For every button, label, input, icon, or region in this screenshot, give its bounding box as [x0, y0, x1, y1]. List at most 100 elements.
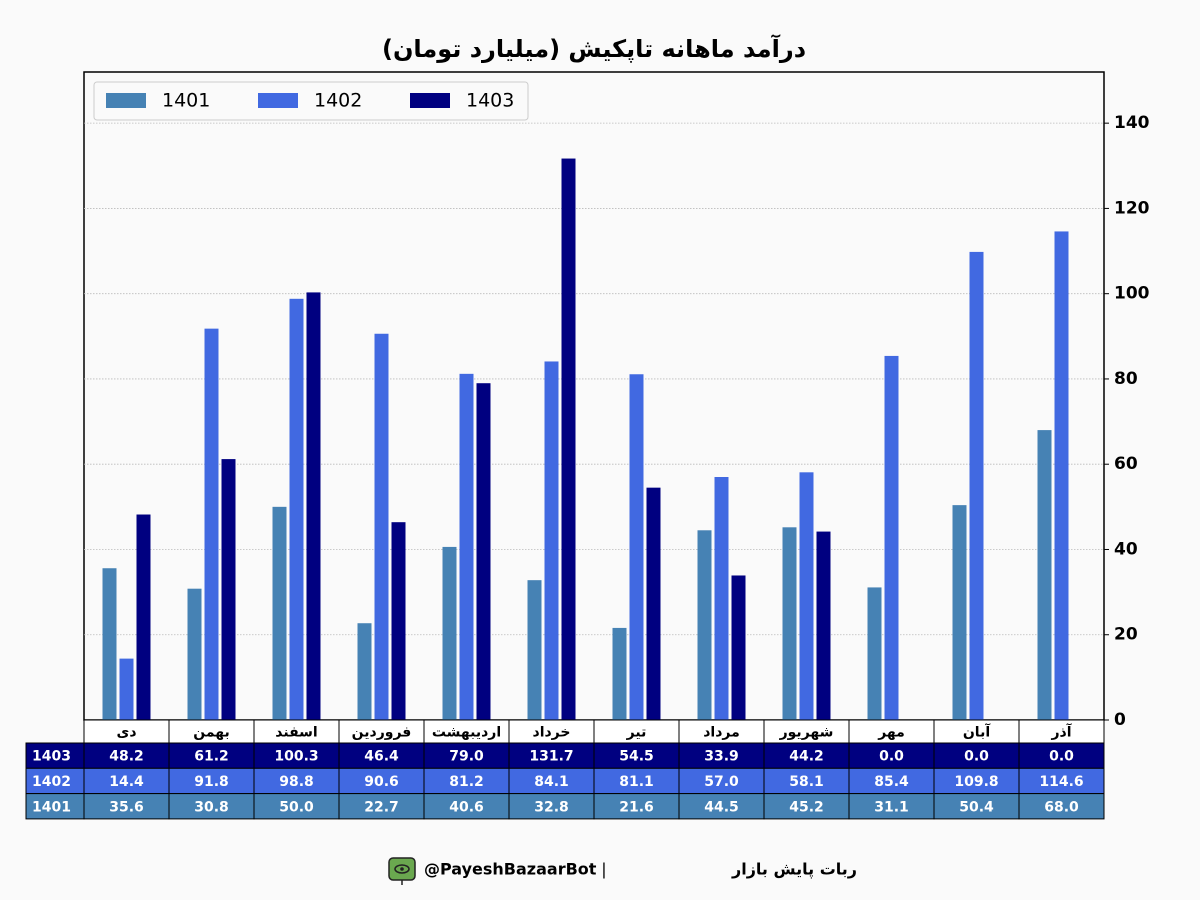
table-value: 57.0	[704, 774, 739, 790]
footer-icon	[388, 857, 416, 885]
footer-handle: @PayeshBazaarBot	[424, 860, 597, 879]
table-cell	[933, 742, 1020, 769]
bar	[136, 514, 151, 720]
bar	[612, 627, 627, 720]
chart-title: درآمد ماهانه تاپکیش (میلیارد تومان)	[382, 34, 806, 63]
table-cell	[763, 767, 850, 795]
table-value: 33.9	[704, 749, 739, 765]
table-value: 21.6	[619, 799, 654, 815]
y-tick-label: 40	[1114, 539, 1138, 559]
table-value: 45.2	[789, 799, 824, 815]
bar	[884, 355, 899, 720]
table-cell	[1018, 793, 1105, 820]
bar	[391, 522, 406, 720]
x-tick-label: آذر	[1050, 723, 1072, 741]
table-value: 98.8	[279, 774, 314, 790]
table-cell	[933, 767, 1020, 795]
bar	[714, 477, 729, 720]
x-tick-label: تیر	[626, 725, 647, 741]
bar	[629, 374, 644, 720]
table-value: 81.1	[619, 774, 654, 790]
bar	[476, 383, 491, 720]
y-tick-label: 60	[1114, 454, 1138, 474]
bar	[731, 575, 746, 720]
y-tick-label: 80	[1114, 369, 1138, 389]
table-cell	[253, 793, 340, 820]
table-value: 44.5	[704, 799, 739, 815]
table-value: 114.6	[1039, 774, 1083, 790]
legend-swatch	[258, 93, 298, 108]
legend: 1401 1402 1403	[93, 81, 529, 121]
table-cell	[253, 767, 340, 795]
data-table: دی بهمن اسفند فروردین اردیبهشت خرداد تیر مرداد ش…	[25, 719, 1105, 820]
bar	[969, 251, 984, 720]
x-tick-label: آبان	[963, 723, 991, 741]
y-tick-label: 100	[1114, 284, 1150, 304]
table-cell	[338, 742, 425, 769]
table-cell	[168, 793, 255, 820]
table-cell	[933, 793, 1020, 820]
table-cell	[678, 767, 765, 795]
table-row-label: 1401	[32, 799, 71, 815]
table-value: 44.2	[789, 749, 824, 765]
bar	[374, 333, 389, 720]
table-value: 46.4	[364, 749, 399, 765]
legend-label: 1401	[162, 90, 210, 112]
bar	[306, 292, 321, 720]
table-value: 35.6	[109, 799, 144, 815]
y-tick-label: 0	[1114, 710, 1126, 730]
table-value: 58.1	[789, 774, 824, 790]
table-value: 31.1	[874, 799, 909, 815]
table-value: 90.6	[364, 774, 399, 790]
legend-swatch	[410, 93, 450, 108]
table-cell	[1018, 767, 1105, 795]
bar	[272, 506, 287, 720]
table-value: 0.0	[1049, 749, 1074, 765]
x-tick-label: شهریور	[779, 725, 834, 741]
bar	[119, 658, 134, 720]
bar	[646, 487, 661, 720]
table-cell	[423, 793, 510, 820]
table-value: 14.4	[109, 774, 144, 790]
table-cell	[423, 767, 510, 795]
table-value: 22.7	[364, 799, 399, 815]
bar	[204, 328, 219, 720]
table-value: 131.7	[529, 749, 573, 765]
table-cell	[593, 793, 680, 820]
bar	[782, 527, 797, 720]
table-value: 84.1	[534, 774, 569, 790]
bar	[187, 588, 202, 720]
bar	[357, 623, 372, 720]
legend-label: 1402	[314, 90, 362, 112]
x-tick-label: اسفند	[275, 725, 317, 741]
footer-separator: |	[601, 860, 606, 879]
x-tick-label: مهر	[877, 725, 905, 741]
bar	[816, 531, 831, 720]
table-value: 50.0	[279, 799, 314, 815]
table-value: 30.8	[194, 799, 229, 815]
legend-swatch	[106, 93, 146, 108]
table-value: 100.3	[274, 749, 318, 765]
x-tick-label: بهمن	[193, 725, 229, 741]
plot-frame	[83, 71, 1105, 721]
bar	[221, 459, 236, 720]
bar	[697, 530, 712, 720]
table-value: 61.2	[194, 749, 229, 765]
table-value: 109.8	[954, 774, 998, 790]
y-tick-label: 140	[1114, 113, 1150, 133]
bar	[289, 298, 304, 720]
table-value: 81.2	[449, 774, 484, 790]
bar	[867, 587, 882, 720]
legend-box	[93, 81, 529, 121]
bar	[544, 361, 559, 720]
table-cell	[83, 742, 170, 769]
x-tick-label: خرداد	[533, 725, 571, 741]
table-row-label: 1402	[32, 774, 71, 790]
bar	[102, 568, 117, 720]
table-value: 48.2	[109, 749, 144, 765]
x-tick-label: مرداد	[703, 725, 740, 741]
table-cell	[83, 793, 170, 820]
bar	[799, 472, 814, 720]
table-value: 79.0	[449, 749, 484, 765]
table-cell	[763, 793, 850, 820]
